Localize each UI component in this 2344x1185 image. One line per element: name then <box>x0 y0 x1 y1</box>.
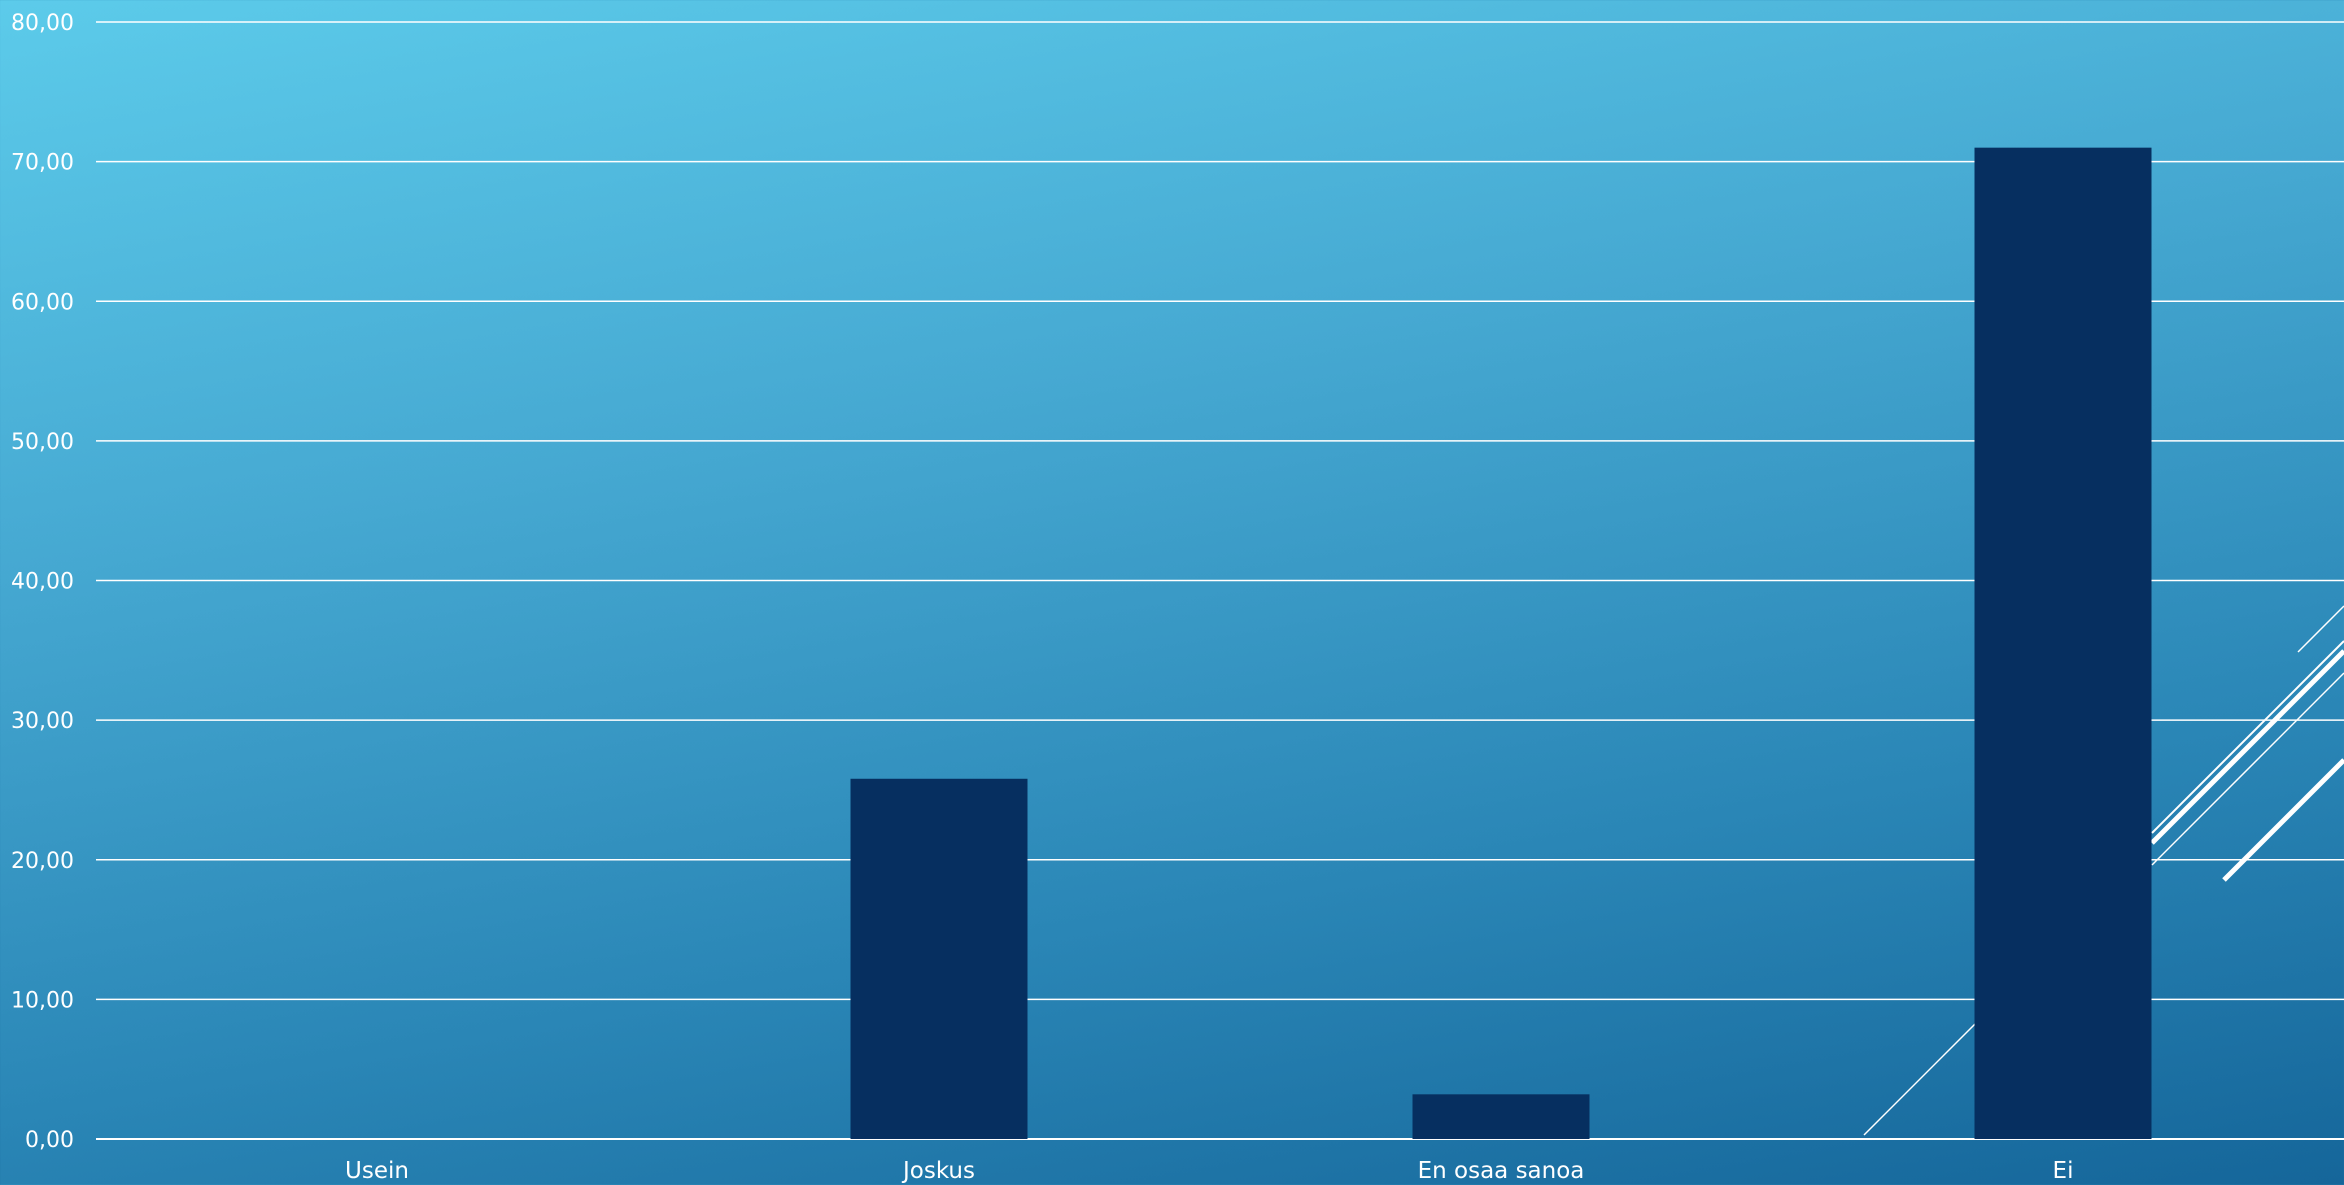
bar <box>1412 1094 1590 1139</box>
decorative-line <box>2297 605 2344 653</box>
y-tick-label: 70,00 <box>11 151 74 176</box>
y-axis-ticks: 0,00 10,00 20,00 30,00 40,00 50,00 60,00 70,00 8… <box>11 11 74 1153</box>
y-tick-label: 60,00 <box>11 290 74 315</box>
decorative-line <box>2222 758 2344 882</box>
bar <box>1974 147 2152 1140</box>
bars <box>850 147 2152 1140</box>
x-axis-ticks: Usein Joskus En osaa sanoa Ei <box>345 1158 2073 1184</box>
y-tick-label: 10,00 <box>11 988 74 1013</box>
gridlines <box>96 21 2344 1140</box>
y-tick-label: 30,00 <box>11 709 74 734</box>
decorative-line <box>2150 649 2344 845</box>
y-tick-label: 40,00 <box>11 570 74 595</box>
x-tick-label: Joskus <box>901 1158 975 1184</box>
y-tick-label: 0,00 <box>25 1128 74 1153</box>
y-tick-label: 80,00 <box>11 11 74 36</box>
decorative-line <box>1863 1018 1981 1136</box>
x-tick-label: Usein <box>345 1158 409 1184</box>
bar <box>850 778 1028 1139</box>
x-tick-label: En osaa sanoa <box>1418 1158 1585 1184</box>
decorative-line <box>2151 672 2344 866</box>
x-tick-label: Ei <box>2053 1158 2074 1184</box>
y-tick-label: 20,00 <box>11 849 74 874</box>
y-tick-label: 50,00 <box>11 430 74 455</box>
decorative-line <box>2151 640 2344 834</box>
